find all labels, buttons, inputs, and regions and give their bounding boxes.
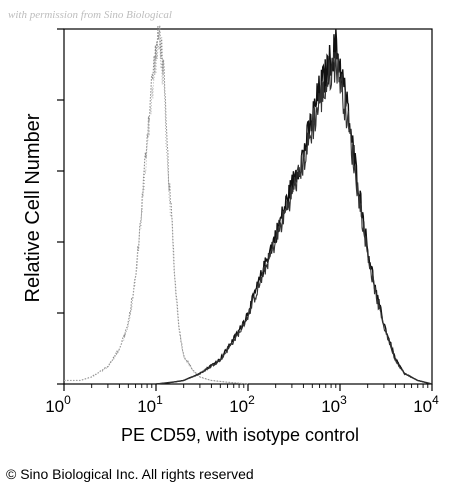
- x-tick-label: 100: [45, 393, 71, 416]
- x-tick-label: 101: [137, 393, 163, 416]
- plot-border: [63, 28, 433, 385]
- watermark-text: with permission from Sino Biological: [8, 9, 172, 21]
- ticks-layer: [57, 28, 433, 391]
- x-tick-label: 102: [229, 393, 255, 416]
- series-1-line-shadow: [63, 39, 249, 385]
- x-tick-label: 103: [321, 393, 347, 416]
- series-1-histogram: [63, 25, 249, 385]
- copyright-text: © Sino Biological Inc. All rights reserv…: [6, 466, 254, 482]
- x-axis-title: PE CD59, with isotype control: [121, 425, 359, 445]
- series-1-line: [63, 25, 249, 385]
- series-2-line-shadow: [155, 51, 433, 385]
- tick-labels: 100 101 102 103 104: [45, 393, 439, 416]
- y-axis-title: Relative Cell Number: [22, 113, 44, 302]
- series-2-line: [155, 28, 433, 385]
- watermark: with permission from Sino Biological: [8, 9, 172, 21]
- series-layer: [63, 25, 433, 385]
- x-tick-label: 104: [413, 393, 439, 416]
- series-2-histogram: [155, 28, 433, 385]
- plot-frame: [63, 28, 433, 385]
